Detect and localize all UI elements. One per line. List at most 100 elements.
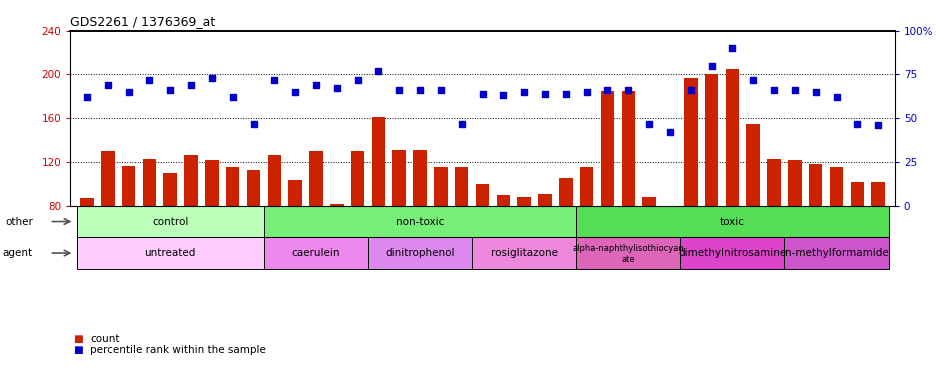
Text: dimethylnitrosamine: dimethylnitrosamine [678, 248, 785, 258]
Bar [413, 150, 427, 293]
Point [621, 87, 636, 93]
Text: caerulein: caerulein [291, 248, 340, 258]
Point [703, 63, 718, 69]
Point [225, 94, 240, 100]
Bar [163, 173, 177, 293]
Point [641, 121, 656, 127]
Point [80, 94, 95, 100]
Point [495, 93, 510, 99]
Point [329, 85, 344, 91]
Point [287, 89, 302, 95]
Point [808, 89, 823, 95]
Text: GDS2261 / 1376369_at: GDS2261 / 1376369_at [70, 15, 215, 28]
Bar [101, 151, 114, 293]
Bar [392, 150, 405, 293]
Bar [368, 237, 472, 269]
Bar [472, 237, 576, 269]
Bar [724, 69, 739, 293]
Bar [350, 151, 364, 293]
Point [204, 75, 219, 81]
Bar [850, 182, 863, 293]
Text: untreated: untreated [144, 248, 196, 258]
Bar [870, 182, 884, 293]
Point [766, 87, 781, 93]
Point [849, 121, 864, 127]
Bar [80, 198, 94, 293]
Point [141, 77, 156, 83]
Bar [246, 170, 260, 293]
Bar [663, 206, 676, 293]
Bar [680, 237, 783, 269]
Point [183, 82, 198, 88]
Point [391, 87, 406, 93]
Text: alpha-naphthylisothiocyan: alpha-naphthylisothiocyan [572, 244, 683, 253]
Bar [704, 74, 718, 293]
Bar [783, 237, 887, 269]
Bar [576, 206, 887, 237]
Bar [683, 78, 696, 293]
Point [454, 121, 469, 127]
Point [724, 45, 739, 51]
Bar [433, 167, 447, 293]
Bar [559, 179, 572, 293]
Bar [496, 195, 509, 293]
Point [599, 87, 614, 93]
Point [433, 87, 448, 93]
Text: agent: agent [3, 248, 33, 258]
Point [745, 77, 760, 83]
Bar [642, 197, 655, 293]
Text: non-toxic: non-toxic [396, 217, 444, 227]
Bar [600, 91, 614, 293]
Bar [537, 194, 551, 293]
Point [100, 82, 115, 88]
Point [308, 82, 323, 88]
Bar [226, 167, 240, 293]
Bar [517, 197, 531, 293]
Bar [205, 160, 218, 293]
Point [870, 122, 885, 128]
Point [537, 91, 552, 97]
Bar [309, 151, 322, 293]
Point [412, 87, 427, 93]
Text: other: other [5, 217, 33, 227]
Point [682, 87, 697, 93]
Bar [579, 167, 592, 293]
Bar [264, 206, 576, 237]
Bar [142, 159, 156, 293]
Bar [184, 156, 197, 293]
Bar [475, 184, 489, 293]
Text: control: control [152, 217, 188, 227]
Point [121, 89, 136, 95]
Bar [264, 237, 368, 269]
Point [475, 91, 490, 97]
Point [267, 77, 282, 83]
Point [558, 91, 573, 97]
Bar [621, 91, 635, 293]
Bar [767, 159, 780, 293]
Bar [329, 204, 344, 293]
Text: ate: ate [621, 255, 635, 265]
Bar [122, 166, 135, 293]
Bar [576, 237, 680, 269]
Text: ■: ■ [73, 345, 82, 355]
Point [516, 89, 531, 95]
Bar [288, 180, 301, 293]
Point [371, 68, 386, 74]
Text: ■: ■ [73, 334, 82, 344]
Text: count: count [90, 334, 119, 344]
Text: n-methylformamide: n-methylformamide [783, 248, 887, 258]
Point [163, 87, 178, 93]
Bar [746, 124, 759, 293]
Text: toxic: toxic [719, 217, 744, 227]
Text: dinitrophenol: dinitrophenol [385, 248, 454, 258]
Text: percentile rank within the sample: percentile rank within the sample [90, 345, 266, 355]
Bar [787, 160, 801, 293]
Point [578, 89, 593, 95]
Bar [829, 167, 842, 293]
Point [786, 87, 801, 93]
Point [828, 94, 843, 100]
Point [246, 121, 261, 127]
Bar [455, 167, 468, 293]
Bar [268, 156, 281, 293]
Bar [808, 164, 822, 293]
